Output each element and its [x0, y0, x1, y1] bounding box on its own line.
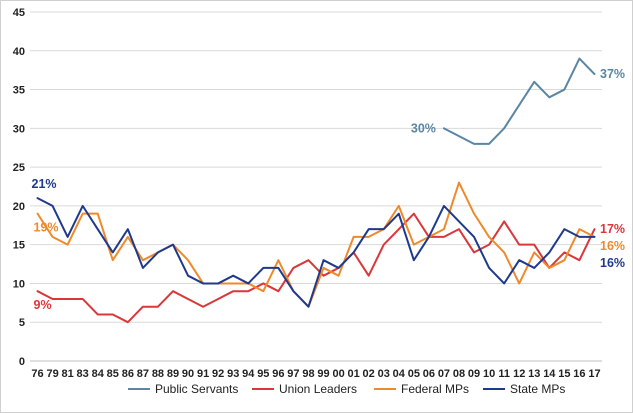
series-line-state-mps: [36, 197, 596, 308]
data-label-federal-mps: 16%: [600, 239, 625, 253]
y-tick-label: 15: [13, 240, 25, 252]
x-tick-label: 00: [332, 368, 344, 380]
x-tick-label: 11: [498, 368, 510, 380]
data-label-federal-mps: 19%: [34, 221, 59, 235]
y-tick-label: 5: [19, 317, 25, 329]
x-tick-label: 01: [348, 368, 360, 380]
data-label-state-mps: 16%: [600, 256, 625, 270]
x-tick-label: 85: [107, 368, 119, 380]
data-label-union-leaders: 9%: [34, 298, 52, 312]
x-tick-label: 05: [408, 368, 420, 380]
x-tick-label: 91: [197, 368, 209, 380]
x-axis-ticks: 76 79 81 83 84 85 86 87 88 89 90 91 92 93 94 95 96 97 98 99…: [31, 368, 600, 380]
x-tick-label: 15: [558, 368, 570, 380]
x-tick-label: 03: [378, 368, 390, 380]
x-tick-label: 76: [31, 368, 43, 380]
x-tick-label: 93: [227, 368, 239, 380]
legend-label: Union Leaders: [279, 382, 357, 396]
series-line-public-servants: [442, 57, 596, 145]
legend-label: Public Servants: [155, 382, 238, 396]
data-label-public-servants: 30%: [411, 121, 436, 135]
data-label-public-servants: 37%: [600, 67, 625, 81]
x-tick-label: 83: [77, 368, 89, 380]
y-tick-label: 40: [13, 46, 25, 58]
data-labels: 30% 37% 9% 17% 19% 16% 21% 16%: [32, 67, 626, 312]
x-tick-label: 12: [513, 368, 525, 380]
series-lines: [36, 57, 596, 324]
y-tick-label: 10: [13, 278, 25, 290]
x-tick-label: 13: [528, 368, 540, 380]
gridlines: [30, 11, 602, 362]
x-tick-label: 97: [287, 368, 299, 380]
x-tick-label: 81: [62, 368, 74, 380]
legend-item-state-mps: State MPs: [483, 382, 565, 396]
legend-item-union-leaders: Union Leaders: [252, 382, 357, 396]
y-tick-label: 30: [13, 123, 25, 135]
x-tick-label: 16: [573, 368, 585, 380]
x-tick-label: 96: [272, 368, 284, 380]
data-label-union-leaders: 17%: [600, 222, 625, 236]
x-tick-label: 06: [423, 368, 435, 380]
legend: Public Servants Union Leaders Federal MPs S…: [128, 382, 565, 396]
legend-item-federal-mps: Federal MPs: [374, 382, 469, 396]
x-tick-label: 98: [302, 368, 314, 380]
x-tick-label: 14: [543, 368, 556, 380]
x-tick-label: 87: [137, 368, 149, 380]
x-tick-label: 79: [46, 368, 58, 380]
x-tick-label: 09: [468, 368, 480, 380]
x-tick-label: 10: [483, 368, 495, 380]
x-tick-label: 88: [152, 368, 164, 380]
x-tick-label: 17: [588, 368, 600, 380]
x-tick-label: 92: [212, 368, 224, 380]
y-axis-ticks: 0 5 10 15 20 25 30 35 40 45: [13, 7, 25, 368]
series-line-federal-mps: [36, 181, 596, 308]
data-label-state-mps: 21%: [32, 177, 57, 191]
y-tick-label: 25: [13, 162, 25, 174]
x-tick-label: 95: [257, 368, 269, 380]
x-tick-label: 90: [182, 368, 194, 380]
x-tick-label: 89: [167, 368, 179, 380]
legend-item-public-servants: Public Servants: [128, 382, 238, 396]
x-tick-label: 02: [363, 368, 375, 380]
y-tick-label: 0: [19, 356, 25, 368]
x-tick-label: 99: [317, 368, 329, 380]
series-line-union-leaders: [36, 212, 596, 324]
y-tick-label: 35: [13, 85, 25, 97]
x-tick-label: 84: [92, 368, 105, 380]
legend-label: State MPs: [510, 382, 565, 396]
x-tick-label: 86: [122, 368, 134, 380]
x-tick-label: 04: [393, 368, 406, 380]
x-tick-label: 94: [242, 368, 255, 380]
y-tick-label: 20: [13, 201, 25, 213]
x-tick-label: 07: [438, 368, 450, 380]
x-tick-label: 08: [453, 368, 465, 380]
legend-label: Federal MPs: [401, 382, 469, 396]
y-tick-label: 45: [13, 7, 25, 19]
